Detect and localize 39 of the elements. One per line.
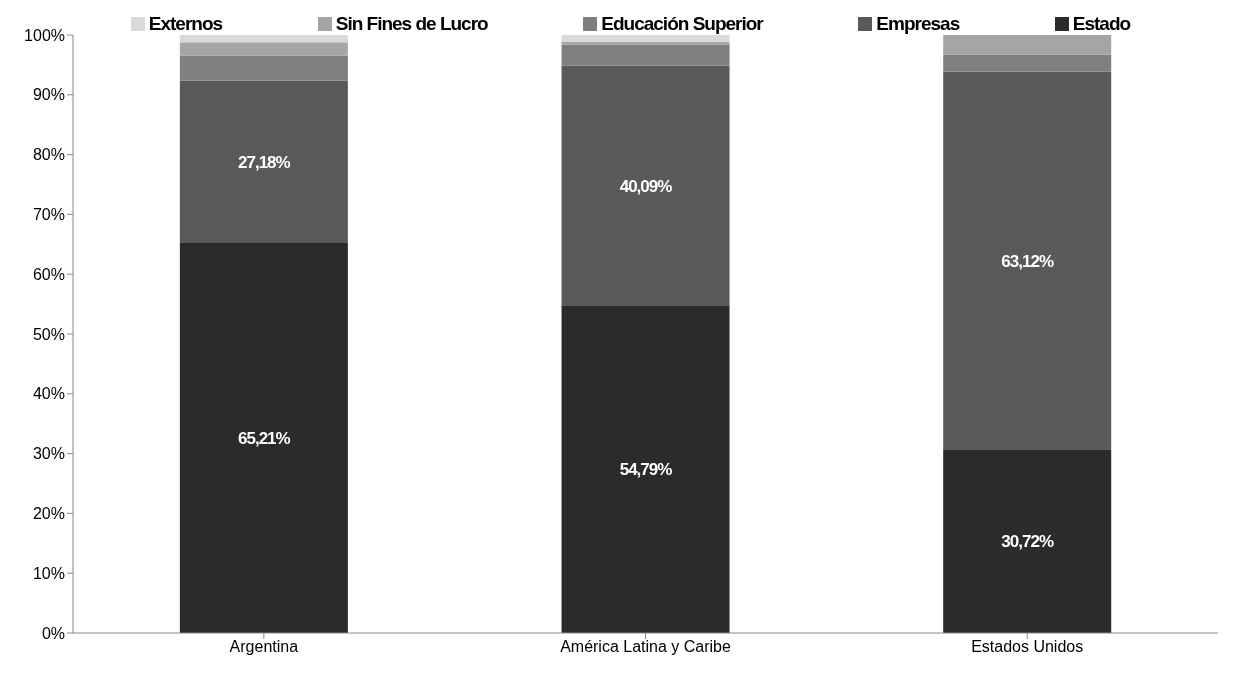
y-tick-label: 90%	[32, 86, 65, 104]
bar	[179, 55, 348, 81]
x-tick-label: América Latina y Caribe	[560, 638, 731, 656]
bar	[179, 42, 348, 56]
y-tick-label: 40%	[32, 385, 65, 403]
data-label: 54,79%	[619, 460, 673, 480]
bar	[179, 80, 348, 244]
legend-label: Sin Fines de Lucro	[335, 13, 488, 35]
y-tick-label: 0%	[41, 624, 65, 642]
data-label: 63,12%	[1001, 251, 1054, 271]
bar	[561, 41, 730, 45]
y-tick-label: 80%	[32, 146, 65, 164]
x-tick-label: Argentina	[229, 638, 299, 656]
legend-label: Estado	[1072, 13, 1131, 35]
bar	[179, 35, 348, 43]
x-tick-label: Estados Unidos	[971, 638, 1084, 656]
y-tick-label: 10%	[32, 564, 65, 582]
y-tick-label: 70%	[32, 206, 65, 224]
bar	[561, 44, 730, 66]
data-label: 27,18%	[238, 152, 291, 172]
y-tick-label: 50%	[32, 325, 65, 343]
bar	[943, 35, 1112, 55]
bar	[179, 243, 348, 633]
y-tick-label: 60%	[32, 265, 65, 283]
data-label: 40,09%	[619, 176, 673, 196]
legend-label: Externos	[148, 13, 223, 35]
bar	[561, 305, 730, 633]
data-label: 30,72%	[1001, 532, 1054, 552]
data-label: 65,21%	[238, 429, 291, 449]
y-tick-label: 20%	[32, 505, 65, 523]
bar	[943, 449, 1112, 633]
bar	[943, 54, 1112, 72]
y-tick-label: 100%	[24, 26, 65, 44]
y-tick-label: 30%	[32, 445, 65, 463]
bar	[561, 65, 730, 306]
legend-label: Empresas	[876, 13, 960, 35]
legend-label: Educación Superior	[601, 13, 763, 35]
bar	[943, 71, 1112, 450]
bar	[561, 35, 730, 42]
